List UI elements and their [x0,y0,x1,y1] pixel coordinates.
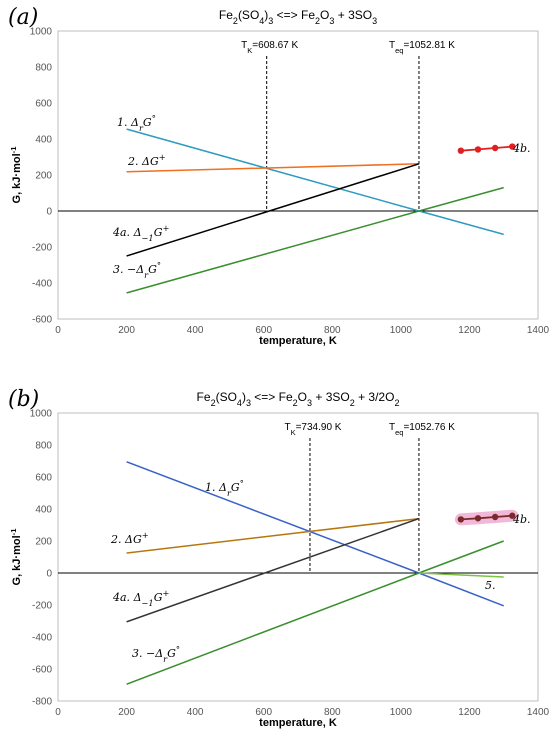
data-point [457,516,465,523]
y-axis-title: G, kJ·mol-1 [9,528,24,586]
x-tick-label: 800 [324,325,341,336]
series-label: 2. ΔG+ [127,152,166,168]
plot-frame [57,30,539,320]
x-tick-label: 800 [324,707,341,718]
series-label: 4b. [512,513,531,526]
x-tick-label: 400 [187,707,204,718]
x-tick-label: 1400 [527,325,550,336]
series-line [418,572,504,578]
y-tick-label: 200 [35,537,52,548]
y-tick-label: 0 [46,569,52,580]
series-label: 1. ΔrG° [117,113,156,133]
x-axis-title: temperature, K [259,335,337,347]
reference-line-label: TK=608.67 K [241,40,298,55]
y-tick-label: 1000 [30,27,53,38]
x-tick-label: 0 [55,325,61,336]
x-tick-label: 200 [118,707,135,718]
series-line [126,517,419,554]
data-point [457,147,465,154]
x-tick-label: 400 [187,325,204,336]
y-tick-label: 600 [35,99,52,110]
data-point [491,144,499,152]
series-line [460,145,513,152]
y-tick-label: 400 [35,505,52,516]
plot-frame [57,412,539,702]
reference-line-label: TK=734.90 K [284,422,341,437]
y-tick-label: -600 [32,315,52,326]
series-label: 3. −ΔrG° [132,644,180,664]
y-tick-label: 200 [35,171,52,182]
series-line [126,163,420,173]
series-line [126,163,420,257]
data-point [474,146,482,153]
series-label: 3. −ΔrG° [113,260,161,280]
series-line [126,128,504,236]
series-label: 4a. Δ−1G+ [112,588,169,608]
reference-line-label: Teq=1052.76 K [389,422,455,437]
x-tick-label: 1200 [458,707,481,718]
data-point [491,513,499,521]
y-tick-label: 0 [46,207,52,218]
panel-letter: (a) [8,5,38,30]
x-axis-title: temperature, K [259,717,337,729]
series-label: 2. ΔG+ [110,530,149,546]
y-tick-label: -400 [32,633,52,644]
data-point [509,512,516,519]
x-tick-label: 600 [255,707,272,718]
y-axis-title: G, kJ·mol-1 [9,146,24,204]
chart-panel-a: (a) Fe2(SO4)3 <=> Fe2O3 + 3SO3 -600 -400 -20… [8,5,550,347]
reference-line-label: Teq=1052.81 K [389,40,455,55]
x-tick-label: 0 [55,707,61,718]
data-point [509,143,516,150]
panel-letter: (b) [8,387,39,412]
series-line [460,514,513,521]
series-line [126,186,504,294]
y-tick-label: -800 [32,697,52,708]
y-tick-label: -200 [32,243,52,254]
series-line [126,461,504,607]
series-label: 1. ΔrG° [205,478,244,498]
series-line [126,540,504,685]
chart-title: Fe2(SO4)3 <=> Fe2O3 + 3SO3 [219,8,377,26]
chart-panel-b: (b) Fe2(SO4)3 <=> Fe2O3 + 3SO2 + 3/2O2 -80… [8,387,550,729]
series-line [126,517,420,623]
data-point [474,515,482,522]
x-tick-label: 600 [255,325,272,336]
x-tick-label: 1000 [390,707,413,718]
x-tick-label: 1400 [527,707,550,718]
y-tick-label: -600 [32,665,52,676]
x-tick-label: 1200 [458,325,481,336]
x-tick-label: 1000 [390,325,413,336]
series-label: 4a. Δ−1G+ [112,223,169,243]
chart-title: Fe2(SO4)3 <=> Fe2O3 + 3SO2 + 3/2O2 [197,390,400,408]
series-label: 4b. [512,142,531,155]
y-tick-label: 400 [35,135,52,146]
series-label: 5. [485,579,496,592]
y-tick-label: 800 [35,63,52,74]
y-tick-label: -200 [32,601,52,612]
y-tick-label: 600 [35,473,52,484]
y-tick-label: 800 [35,441,52,452]
y-tick-label: -400 [32,279,52,290]
y-tick-label: 1000 [30,409,53,420]
x-tick-label: 200 [118,325,135,336]
